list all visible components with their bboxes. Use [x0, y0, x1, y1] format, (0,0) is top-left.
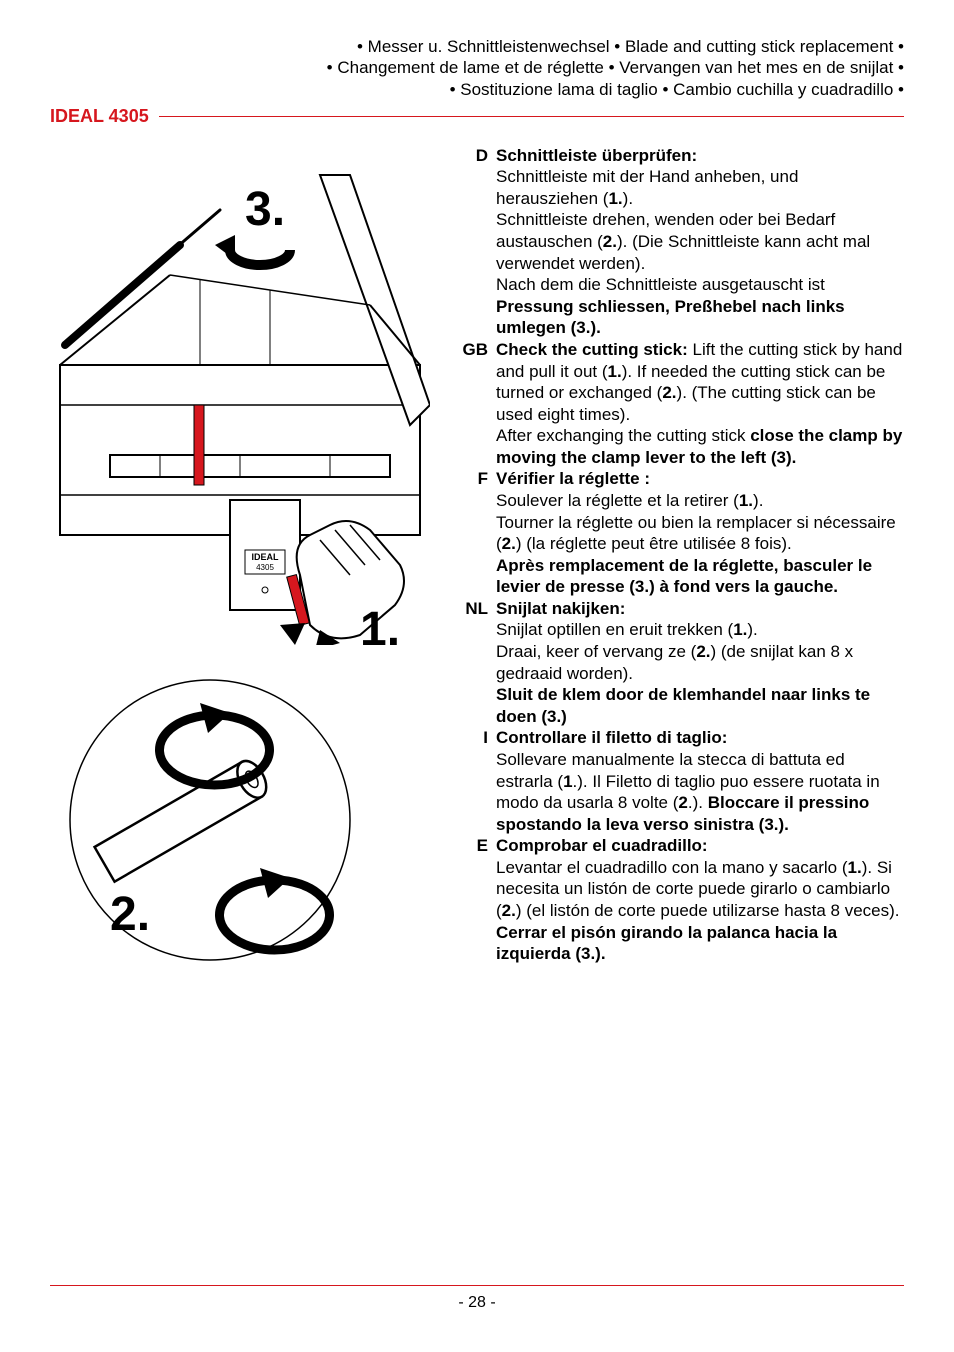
- header-line-3: • Sostituzione lama di taglio • Cambio c…: [50, 79, 904, 100]
- lang-GB: GB Check the cutting stick: Lift the cut…: [460, 339, 904, 468]
- footer-rule: [50, 1285, 904, 1286]
- lang-F: F Vérifier la réglette : Soulever la rég…: [460, 468, 904, 597]
- figure-1: IDEAL 4305: [50, 145, 430, 645]
- header-line-2: • Changement de lame et de réglette • Ve…: [50, 57, 904, 78]
- model-rule: [159, 116, 904, 117]
- footer: - 28 -: [50, 1285, 904, 1312]
- model-label: IDEAL 4305: [50, 106, 159, 127]
- header-line-1: • Messer u. Schnittleistenwechsel • Blad…: [50, 36, 904, 57]
- fig1-num1: 1.: [360, 603, 400, 645]
- instructions-column: D Schnittleiste überprüfen: Schnittleist…: [460, 145, 904, 1005]
- lang-NL: NL Snijlat nakijken: Snijlat optillen en…: [460, 598, 904, 727]
- lang-D: D Schnittleiste überprüfen: Schnittleist…: [460, 145, 904, 339]
- fig1-num3: 3.: [245, 183, 285, 236]
- lang-E: E Comprobar el cuadradillo: Levantar el …: [460, 835, 904, 964]
- fig2-num2: 2.: [110, 888, 150, 941]
- page-number: - 28 -: [50, 1294, 904, 1312]
- figure-2: 2.: [50, 675, 430, 975]
- brand-sub: 4305: [256, 563, 274, 572]
- model-line: IDEAL 4305: [50, 106, 904, 127]
- content: IDEAL 4305: [50, 145, 904, 1005]
- brand-label: IDEAL: [252, 552, 280, 562]
- header-block: • Messer u. Schnittleistenwechsel • Blad…: [50, 36, 904, 100]
- figures-column: IDEAL 4305: [50, 145, 430, 1005]
- lang-I: I Controllare il filetto di taglio: Soll…: [460, 727, 904, 835]
